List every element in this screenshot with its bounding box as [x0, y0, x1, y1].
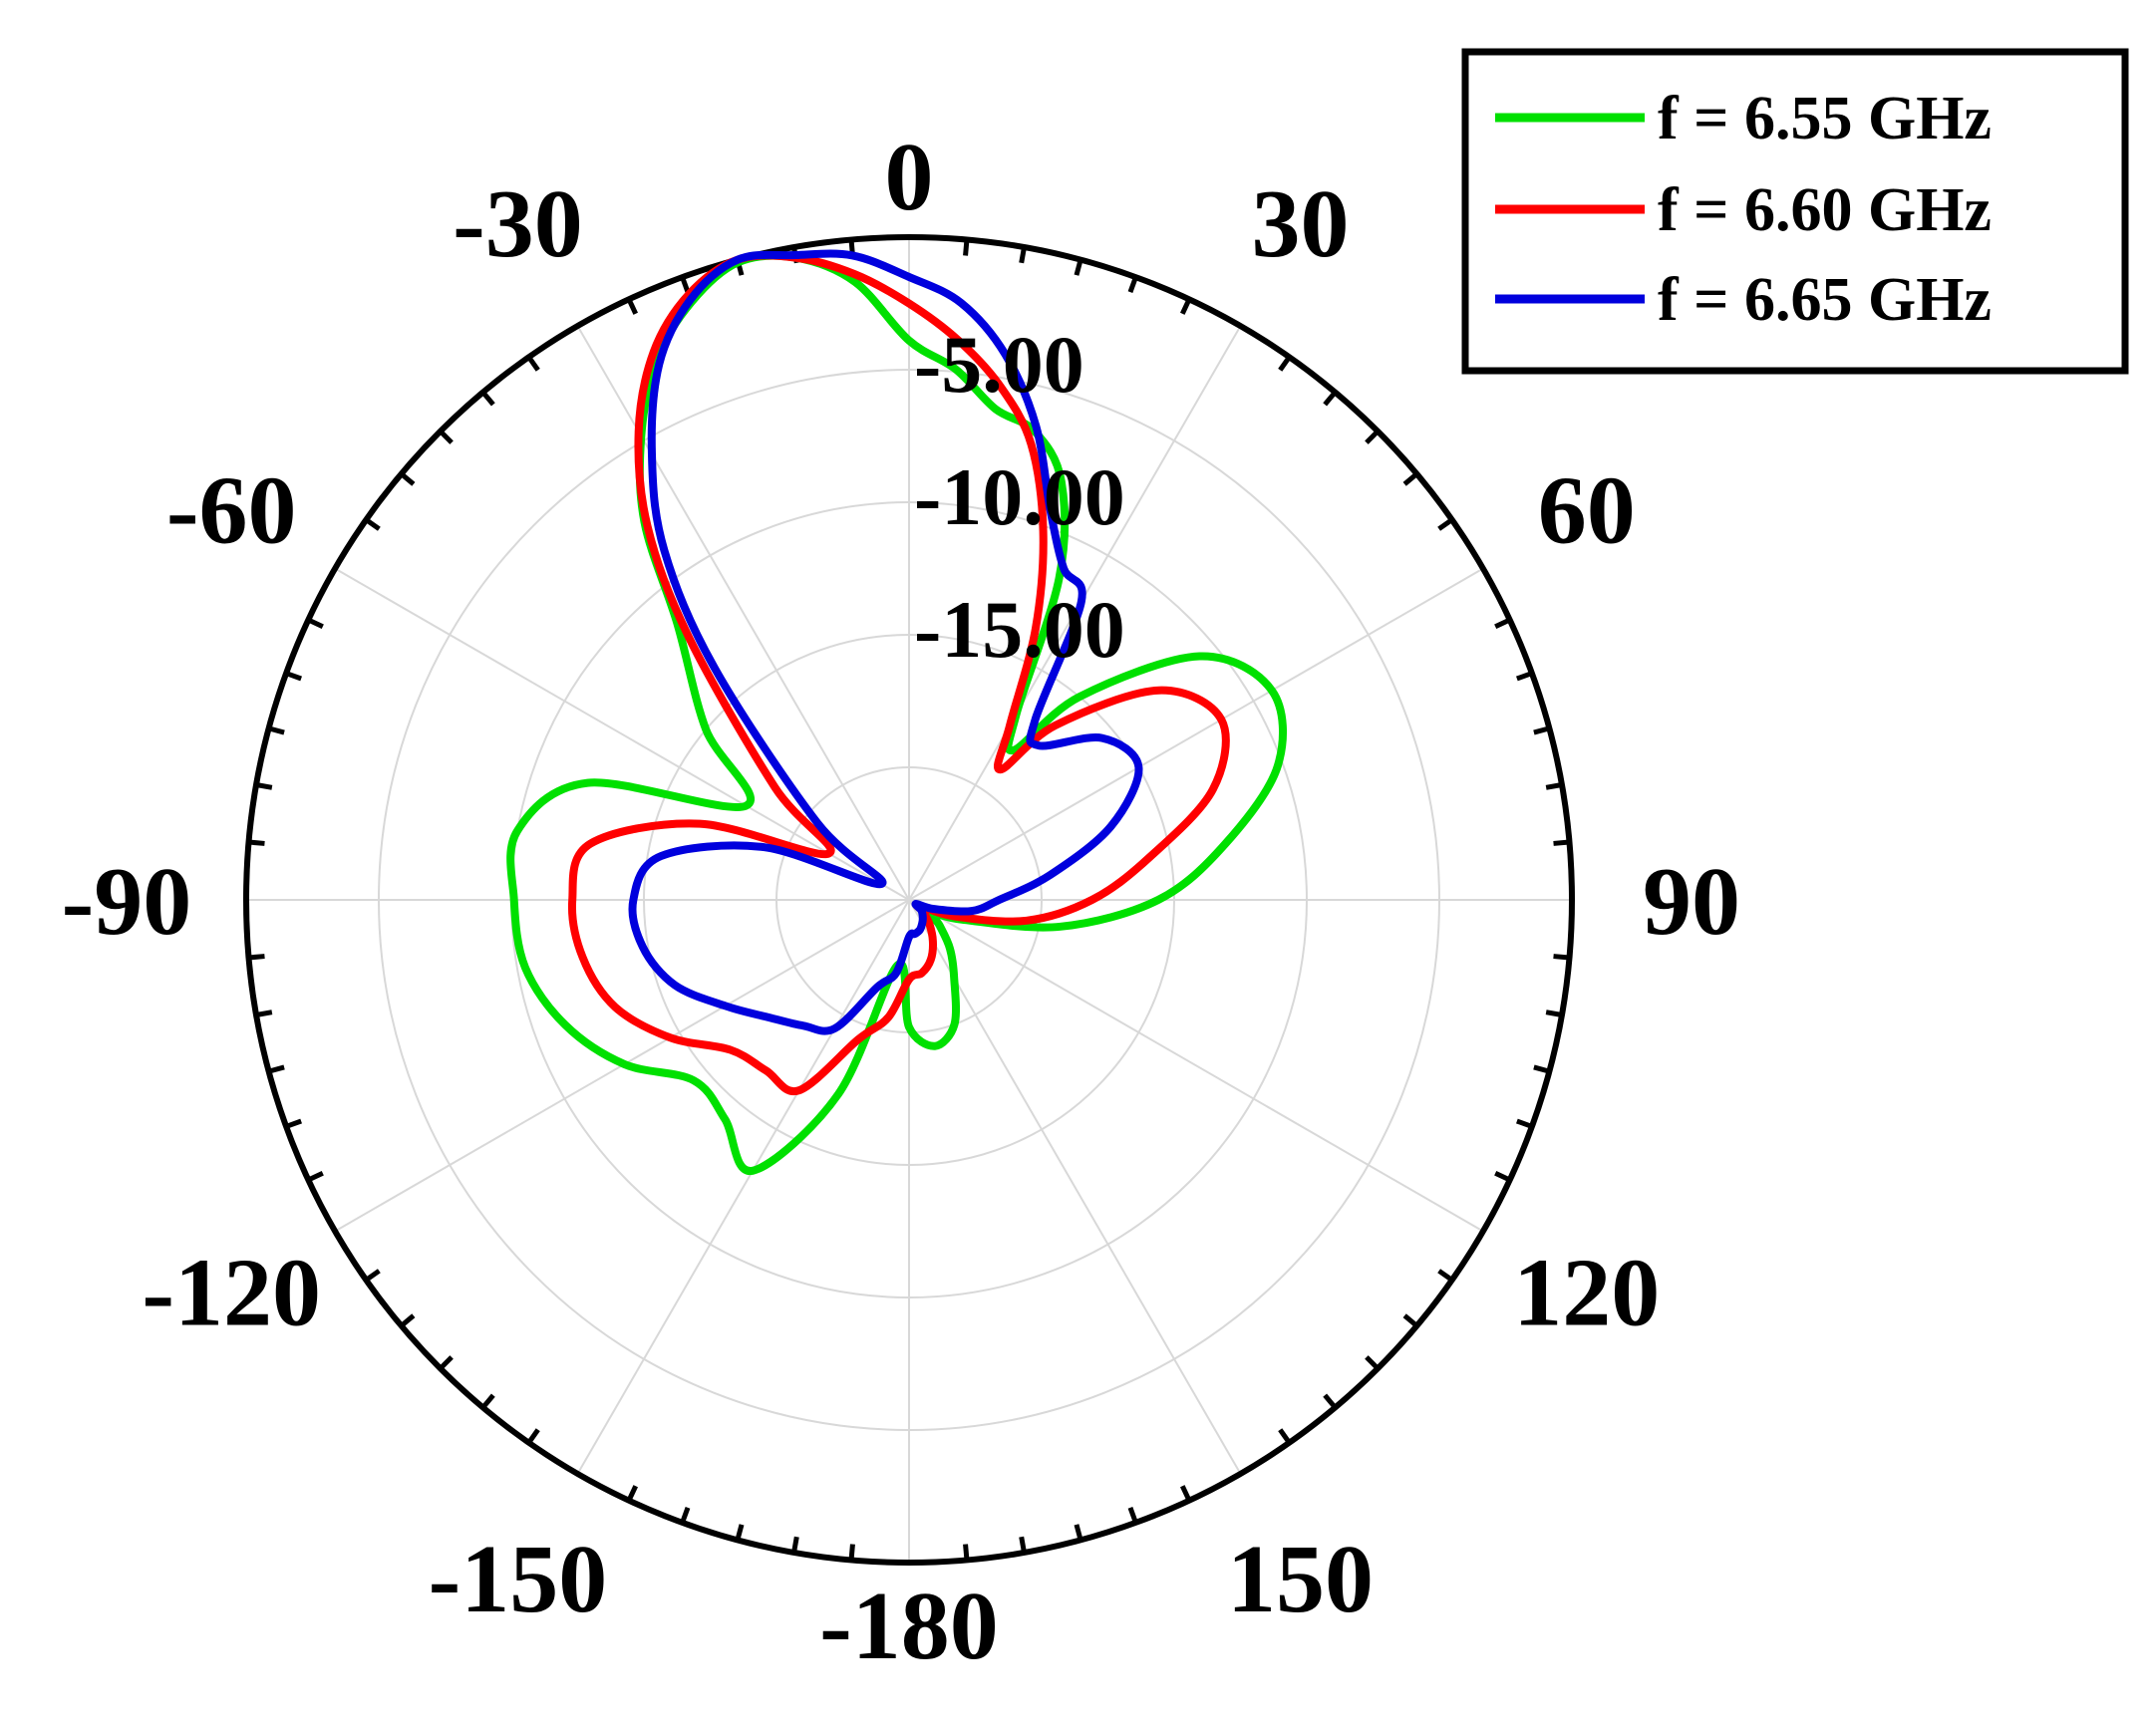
radial-tick-label: -5.00: [914, 319, 1084, 410]
angle-tick-label: -90: [62, 848, 192, 956]
radial-tick-label: -10.00: [914, 451, 1125, 542]
tick-mark: [626, 1485, 638, 1502]
grid-spoke-300: [334, 567, 910, 901]
tick-mark: [1323, 390, 1338, 407]
legend-label-2: f = 6.65 GHz: [1658, 266, 1992, 334]
tick-mark: [1533, 725, 1550, 735]
tick-mark: [1516, 1118, 1533, 1129]
tick-mark: [307, 617, 324, 629]
tick-mark: [1545, 782, 1563, 790]
radial-tick-label: -15.00: [914, 584, 1125, 675]
tick-mark: [1545, 1009, 1563, 1017]
tick-mark: [1127, 1507, 1138, 1524]
grid-spoke-120: [908, 899, 1484, 1233]
tick-mark: [1437, 1269, 1454, 1283]
tick-mark: [285, 671, 302, 682]
tick-mark: [1516, 671, 1533, 682]
tick-mark: [364, 517, 381, 531]
tick-mark: [480, 1393, 495, 1410]
tick-mark: [248, 954, 265, 961]
angle-tick-label: 150: [1227, 1526, 1374, 1633]
angle-tick-label: 120: [1513, 1240, 1660, 1347]
grid-spoke-330: [576, 325, 910, 901]
tick-mark: [1437, 517, 1454, 531]
tick-mark: [364, 1269, 381, 1283]
legend: f = 6.55 GHz f = 6.60 GHz f = 6.65 GHz: [1461, 48, 2129, 375]
angle-tick-label: 0: [885, 124, 934, 231]
series-line-1: [567, 251, 1230, 1096]
tick-mark: [1019, 1536, 1027, 1554]
tick-mark: [1533, 1064, 1550, 1074]
angle-tick-label: -150: [429, 1526, 608, 1633]
tick-mark: [255, 1009, 273, 1017]
tick-mark: [526, 355, 540, 372]
tick-mark: [1402, 1313, 1419, 1328]
tick-mark: [439, 1355, 454, 1370]
legend-label-1: f = 6.60 GHz: [1658, 176, 1992, 244]
tick-mark: [848, 1544, 855, 1561]
tick-mark: [1180, 298, 1192, 315]
tick-mark: [1180, 1485, 1192, 1502]
tick-mark: [526, 1428, 540, 1445]
tick-mark: [626, 298, 638, 315]
tick-mark: [285, 1118, 302, 1129]
tick-mark: [963, 239, 970, 256]
tick-mark: [399, 471, 416, 486]
angle-tick-label: 60: [1538, 457, 1636, 565]
series-layer: [506, 249, 1288, 1175]
tick-mark: [791, 1536, 799, 1554]
tick-mark: [255, 782, 273, 790]
tick-mark: [963, 1544, 970, 1561]
tick-mark: [680, 276, 691, 293]
tick-mark: [1365, 1355, 1380, 1370]
tick-mark: [268, 1064, 285, 1074]
tick-mark: [1019, 246, 1027, 264]
tick-mark: [1553, 954, 1570, 961]
tick-mark: [307, 1171, 324, 1183]
tick-mark: [1127, 276, 1138, 293]
tick-mark: [1074, 1524, 1083, 1541]
tick-mark: [680, 1507, 691, 1524]
angle-tick-label: 30: [1252, 170, 1350, 278]
tick-mark: [439, 430, 454, 444]
series-line-2: [628, 249, 1143, 1035]
angle-tick-labels: 0 30 60 90 120 150 -180 -150 -120 -90 -60 -30: [62, 124, 1740, 1680]
outer-circle: [243, 234, 1575, 1566]
outer-ring: [243, 234, 1575, 1566]
angle-tick-label: -30: [453, 170, 583, 278]
tick-mark: [248, 839, 265, 846]
angle-tick-label: -120: [142, 1240, 321, 1347]
grid-spoke-150: [908, 899, 1242, 1475]
tick-mark: [268, 725, 285, 735]
grid-spoke-60: [908, 567, 1484, 901]
grid-spoke-210: [576, 899, 910, 1475]
tick-mark: [1494, 617, 1511, 629]
tick-mark: [480, 390, 495, 407]
tick-mark: [1365, 430, 1380, 444]
tick-mark: [735, 1524, 745, 1541]
angle-tick-label: 90: [1643, 848, 1740, 956]
legend-label-0: f = 6.55 GHz: [1658, 85, 1992, 152]
angle-tick-label: -60: [166, 457, 297, 565]
tick-mark: [1074, 259, 1083, 276]
tick-mark: [1402, 471, 1419, 486]
tick-mark: [1278, 355, 1292, 372]
tick-mark: [399, 1313, 416, 1328]
radial-tick-labels: -5.00 -10.00 -15.00: [914, 319, 1125, 675]
tick-mark: [1323, 1393, 1338, 1410]
tick-mark: [1278, 1428, 1292, 1445]
tick-mark: [1553, 839, 1570, 846]
angle-tick-label: -180: [819, 1573, 999, 1680]
tick-mark: [1494, 1171, 1511, 1183]
series-line-0: [506, 251, 1288, 1175]
